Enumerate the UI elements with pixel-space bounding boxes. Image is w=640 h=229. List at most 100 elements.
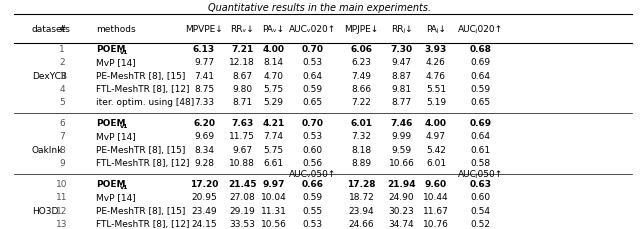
Text: 13: 13 [56, 220, 68, 229]
Text: 10.44: 10.44 [423, 193, 449, 202]
Text: 9: 9 [59, 159, 65, 168]
Text: 12.18: 12.18 [229, 58, 255, 67]
Text: 21.94: 21.94 [387, 180, 416, 189]
Text: 0.53: 0.53 [302, 133, 323, 142]
Text: 17.28: 17.28 [347, 180, 376, 189]
Text: RRᵥ↓: RRᵥ↓ [230, 25, 254, 34]
Text: 21.45: 21.45 [228, 180, 257, 189]
Text: 0.69: 0.69 [470, 58, 491, 67]
Text: 0.59: 0.59 [302, 193, 323, 202]
Text: 10.66: 10.66 [388, 159, 415, 168]
Text: 11.67: 11.67 [423, 207, 449, 216]
Text: MvP [14]: MvP [14] [96, 193, 136, 202]
Text: PE-MeshTR [8], [15]: PE-MeshTR [8], [15] [96, 207, 185, 216]
Text: 0.59: 0.59 [302, 85, 323, 94]
Text: 9.97: 9.97 [262, 180, 285, 189]
Text: MvP [14]: MvP [14] [96, 133, 136, 142]
Text: 4.76: 4.76 [426, 72, 446, 81]
Text: 33.53: 33.53 [229, 220, 255, 229]
Text: 4: 4 [59, 85, 65, 94]
Text: 0.63: 0.63 [470, 180, 492, 189]
Text: 9.28: 9.28 [194, 159, 214, 168]
Text: 23.49: 23.49 [191, 207, 217, 216]
Text: 0.58: 0.58 [470, 159, 491, 168]
Text: 0.55: 0.55 [302, 207, 323, 216]
Text: 4.97: 4.97 [426, 133, 446, 142]
Text: RRⱼ↓: RRⱼ↓ [391, 25, 412, 34]
Text: Quantitative results in the main experiments.: Quantitative results in the main experim… [209, 3, 431, 13]
Text: 6.01: 6.01 [351, 119, 372, 128]
Text: methods: methods [96, 25, 135, 34]
Text: 0.65: 0.65 [470, 98, 491, 107]
Text: 0.70: 0.70 [301, 45, 323, 54]
Text: 0.59: 0.59 [470, 85, 491, 94]
Text: 7.33: 7.33 [194, 98, 214, 107]
Text: 9.59: 9.59 [392, 146, 412, 155]
Text: 8.87: 8.87 [392, 72, 412, 81]
Text: 8: 8 [59, 146, 65, 155]
Text: 0.64: 0.64 [470, 133, 491, 142]
Text: 9.81: 9.81 [392, 85, 412, 94]
Text: 29.19: 29.19 [229, 207, 255, 216]
Text: 9.67: 9.67 [232, 146, 252, 155]
Text: 5.51: 5.51 [426, 85, 446, 94]
Text: 20.95: 20.95 [191, 193, 217, 202]
Text: OakInk: OakInk [32, 146, 63, 155]
Text: 8.34: 8.34 [194, 146, 214, 155]
Text: AUCⱼ050↑: AUCⱼ050↑ [458, 170, 503, 179]
Text: 8.66: 8.66 [351, 85, 371, 94]
Text: HO3D: HO3D [32, 207, 58, 216]
Text: 9.80: 9.80 [232, 85, 252, 94]
Text: POEM: POEM [96, 45, 125, 54]
Text: 7.32: 7.32 [351, 133, 371, 142]
Text: 6.06: 6.06 [351, 45, 372, 54]
Text: POEM: POEM [96, 119, 125, 128]
Text: 8.77: 8.77 [392, 98, 412, 107]
Text: PAⱼ↓: PAⱼ↓ [426, 25, 446, 34]
Text: 5.42: 5.42 [426, 146, 446, 155]
Text: 10.88: 10.88 [229, 159, 255, 168]
Text: 17.20: 17.20 [190, 180, 218, 189]
Text: 4.21: 4.21 [262, 119, 285, 128]
Text: 3: 3 [59, 72, 65, 81]
Text: 7.21: 7.21 [231, 45, 253, 54]
Text: PE-MeshTR [8], [15]: PE-MeshTR [8], [15] [96, 146, 185, 155]
Text: 0.52: 0.52 [470, 220, 491, 229]
Text: 6.20: 6.20 [193, 119, 215, 128]
Text: 27.08: 27.08 [229, 193, 255, 202]
Text: 0.53: 0.53 [302, 58, 323, 67]
Text: 6.01: 6.01 [426, 159, 446, 168]
Text: 6.13: 6.13 [193, 45, 215, 54]
Text: AUCᵥ020↑: AUCᵥ020↑ [289, 25, 336, 34]
Text: 0.56: 0.56 [302, 159, 323, 168]
Text: 24.90: 24.90 [388, 193, 414, 202]
Text: 5.29: 5.29 [264, 98, 284, 107]
Text: 5.75: 5.75 [264, 146, 284, 155]
Text: 9.77: 9.77 [194, 58, 214, 67]
Text: 7.63: 7.63 [231, 119, 253, 128]
Text: 30.23: 30.23 [388, 207, 415, 216]
Text: 10.56: 10.56 [260, 220, 287, 229]
Text: 3.93: 3.93 [425, 45, 447, 54]
Text: MPJPE↓: MPJPE↓ [344, 25, 378, 34]
Text: 4.70: 4.70 [264, 72, 284, 81]
Text: 5: 5 [59, 98, 65, 107]
Text: 10: 10 [56, 180, 68, 189]
Text: 9.69: 9.69 [194, 133, 214, 142]
Text: 0.64: 0.64 [302, 72, 323, 81]
Text: 0.53: 0.53 [302, 220, 323, 229]
Text: 0.70: 0.70 [301, 119, 323, 128]
Text: 8.71: 8.71 [232, 98, 252, 107]
Text: 8.75: 8.75 [194, 85, 214, 94]
Text: v1: v1 [120, 50, 129, 55]
Text: 6.61: 6.61 [264, 159, 284, 168]
Text: 0.61: 0.61 [470, 146, 491, 155]
Text: 9.47: 9.47 [392, 58, 412, 67]
Text: 0.69: 0.69 [470, 119, 492, 128]
Text: 1: 1 [59, 45, 65, 54]
Text: 7.22: 7.22 [351, 98, 371, 107]
Text: 0.68: 0.68 [470, 45, 492, 54]
Text: 7.41: 7.41 [194, 72, 214, 81]
Text: 24.15: 24.15 [191, 220, 217, 229]
Text: 7: 7 [59, 133, 65, 142]
